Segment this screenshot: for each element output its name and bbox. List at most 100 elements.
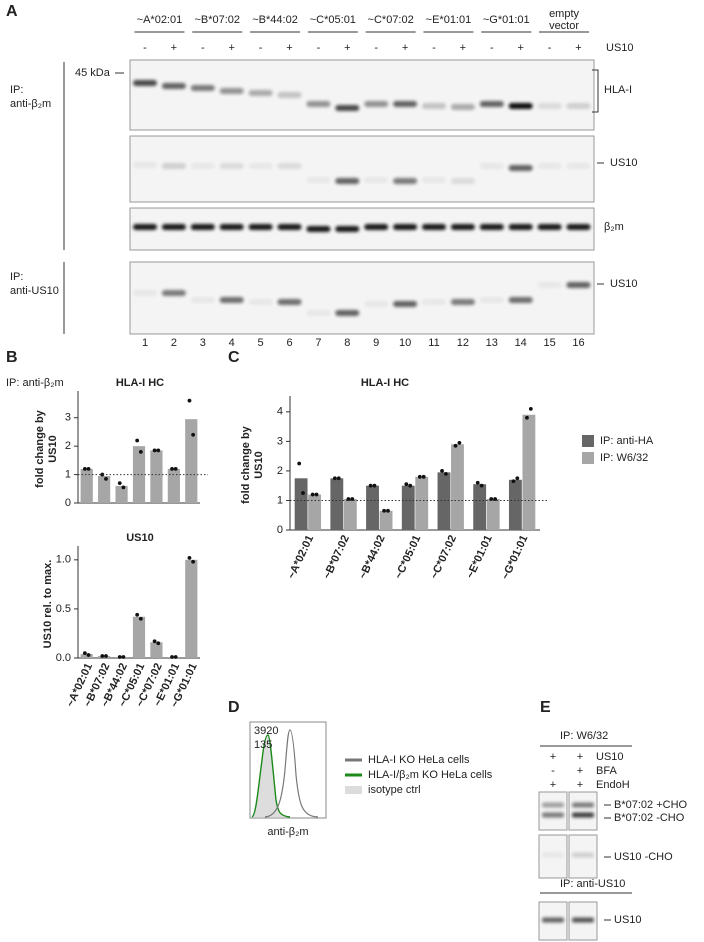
replicate-dot xyxy=(187,398,192,403)
blot-strip xyxy=(568,791,598,831)
replicate-dot xyxy=(301,491,305,495)
blot-band xyxy=(479,163,504,169)
band-label: US10 -CHO xyxy=(614,851,673,863)
blot-band xyxy=(537,163,562,169)
chart-title: HLA-I HC xyxy=(361,377,409,389)
replicate-dot xyxy=(100,654,105,658)
blot-band xyxy=(306,226,331,232)
blot-band xyxy=(537,224,562,230)
ip-label: IP: anti-US10 xyxy=(560,878,625,890)
blot-band xyxy=(422,299,446,305)
bar xyxy=(379,510,393,530)
blot-band xyxy=(479,101,504,107)
legend-swatch xyxy=(582,435,594,447)
lane-number: 12 xyxy=(457,337,469,349)
blot-band xyxy=(248,224,273,230)
band-label: US10 xyxy=(610,157,638,169)
replicate-dot xyxy=(138,449,143,454)
bar xyxy=(294,478,308,530)
bar xyxy=(401,485,415,530)
replicate-dot xyxy=(332,476,337,481)
bar xyxy=(167,468,180,503)
bar xyxy=(150,450,163,503)
y-tick-label: 2 xyxy=(65,440,71,452)
blot-band xyxy=(572,917,594,923)
replicate-dot xyxy=(350,497,355,501)
bar xyxy=(115,485,128,503)
replicate-dot xyxy=(528,406,533,411)
blot-band xyxy=(479,224,504,230)
lane-number: 11 xyxy=(428,337,439,349)
legend-label: HLA-I KO HeLa cells xyxy=(368,754,470,766)
allele-header: vector xyxy=(549,20,579,32)
lane-number: 10 xyxy=(399,337,411,349)
treatment-sign: + xyxy=(577,779,583,791)
replicate-dot xyxy=(314,492,319,497)
replicate-dot xyxy=(152,448,157,453)
blot-band xyxy=(248,163,273,169)
treatment-sign: - xyxy=(374,42,378,54)
replicate-dot xyxy=(173,466,178,471)
blot-band xyxy=(450,178,475,184)
bar xyxy=(366,485,379,530)
allele-header: ~C*07:02 xyxy=(368,14,414,26)
y-tick-label: 4 xyxy=(277,406,283,418)
lane-number: 7 xyxy=(315,337,321,349)
y-tick-label: 0 xyxy=(277,524,283,536)
x-tick-label: ~C*07:02 xyxy=(428,533,459,580)
blot-band xyxy=(364,301,389,307)
legend-label: HLA-I/β₂m KO HeLa cells xyxy=(368,769,493,781)
replicate-dot xyxy=(86,653,91,657)
blot-band xyxy=(277,299,302,305)
treatment-sign: - xyxy=(143,42,147,54)
blot-band xyxy=(306,177,331,183)
blot-band xyxy=(364,177,389,183)
lane-number: 4 xyxy=(229,337,235,349)
lane-number: 9 xyxy=(373,337,379,349)
y-tick-label: 1 xyxy=(277,494,283,506)
blot-band xyxy=(542,852,564,858)
y-tick-label: 2 xyxy=(277,465,283,477)
band-label: HLA-I xyxy=(604,84,632,96)
replicate-dot xyxy=(104,654,108,658)
treatment-sign: - xyxy=(551,765,555,777)
blot-band xyxy=(277,163,302,169)
bar xyxy=(473,484,487,530)
legend-label: IP: anti-HA xyxy=(600,435,654,447)
blot-band xyxy=(450,224,475,230)
blot-band xyxy=(161,163,186,169)
replicate-dot xyxy=(138,616,143,621)
lane-number: 2 xyxy=(171,337,177,349)
panel-label: D xyxy=(228,699,240,716)
allele-header: ~B*44:02 xyxy=(252,14,298,26)
panel-label: C xyxy=(228,349,240,366)
replicate-dot xyxy=(453,443,458,448)
treatment-label: EndoH xyxy=(596,779,630,791)
blot-band xyxy=(161,290,186,296)
treatment-sign: + xyxy=(577,751,583,763)
treatment-sign: + xyxy=(286,42,292,54)
blot-band xyxy=(335,310,360,316)
bar xyxy=(415,476,429,530)
blot-band xyxy=(537,282,562,288)
band-label: US10 xyxy=(610,278,638,290)
allele-header: ~E*01:01 xyxy=(426,14,472,26)
replicate-dot xyxy=(457,440,462,445)
bar xyxy=(437,472,451,530)
chart-title: HLA-I HC xyxy=(116,377,164,389)
replicate-dot xyxy=(368,483,373,488)
blot-band xyxy=(508,103,533,109)
replicate-dot xyxy=(104,476,108,481)
blot-band xyxy=(190,297,215,303)
hla-ko-curve xyxy=(264,729,319,818)
chart-annotation: IP: anti-β₂m xyxy=(6,377,64,389)
treatment-label: US10 xyxy=(606,42,634,54)
replicate-dot xyxy=(135,612,140,617)
replicate-dot xyxy=(191,432,196,437)
blot-band xyxy=(364,101,389,107)
y-axis-label: US10 xyxy=(253,451,265,479)
blot-band xyxy=(393,301,418,307)
bar xyxy=(308,494,322,530)
blot-band xyxy=(393,101,418,107)
ip-label: IP: W6/32 xyxy=(560,730,608,742)
